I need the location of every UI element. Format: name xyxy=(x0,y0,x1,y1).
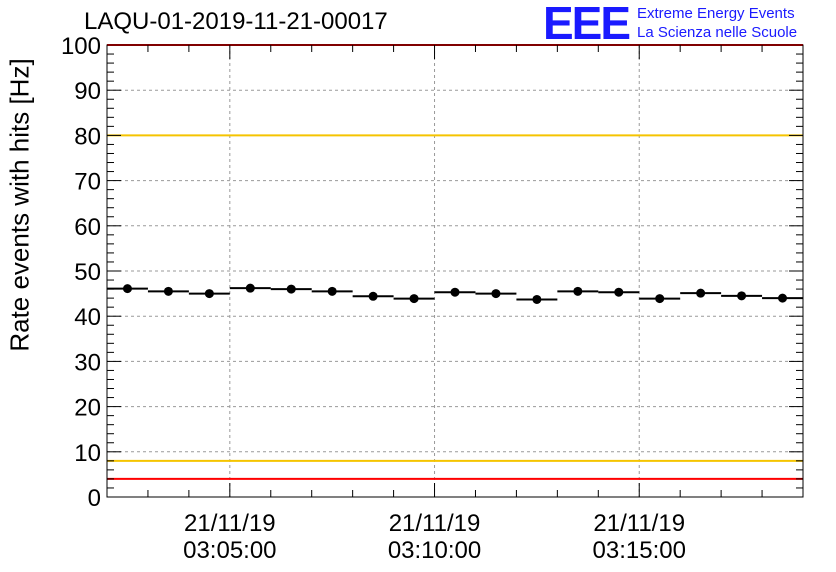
y-tick-label: 90 xyxy=(74,78,101,105)
x-tick-date-label: 21/11/19 xyxy=(593,510,685,537)
data-point xyxy=(122,284,132,294)
y-tick-label: 0 xyxy=(88,485,101,512)
data-point xyxy=(368,291,378,301)
data-point xyxy=(737,291,747,301)
data-point xyxy=(532,294,542,304)
logo-caption-line2: La Scienza nelle Scuole xyxy=(637,24,798,41)
data-point xyxy=(491,289,501,299)
x-tick-date-label: 21/11/19 xyxy=(184,510,276,537)
x-tick-time-label: 03:10:00 xyxy=(388,537,481,564)
chart-title: LAQU-01-2019-11-21-00017 xyxy=(84,8,388,35)
data-point xyxy=(245,283,255,293)
x-tick-date-label: 21/11/19 xyxy=(389,510,481,537)
data-point xyxy=(655,294,665,304)
data-point xyxy=(573,286,583,296)
data-point xyxy=(286,284,296,294)
data-point xyxy=(450,287,460,297)
y-tick-label: 20 xyxy=(74,395,101,422)
y-tick-label: 50 xyxy=(74,259,101,286)
data-point xyxy=(778,293,788,303)
eee-logo: EEE xyxy=(543,0,631,49)
x-tick-time-label: 03:15:00 xyxy=(593,537,686,564)
y-tick-label: 100 xyxy=(61,33,101,60)
y-tick-label: 80 xyxy=(74,123,101,150)
y-tick-label: 10 xyxy=(74,440,101,467)
data-point xyxy=(696,288,706,298)
data-point xyxy=(327,286,337,296)
data-point xyxy=(204,289,214,299)
data-point xyxy=(614,287,624,297)
y-tick-label: 60 xyxy=(74,214,101,241)
y-tick-label: 30 xyxy=(74,349,101,376)
y-tick-label: 70 xyxy=(74,169,101,196)
data-point xyxy=(163,286,173,296)
logo-caption: Extreme Energy Events La Scienza nelle S… xyxy=(637,4,797,42)
x-tick-time-label: 03:05:00 xyxy=(183,537,276,564)
data-point xyxy=(409,294,419,304)
logo-caption-line1: Extreme Energy Events xyxy=(637,5,795,22)
y-tick-label: 40 xyxy=(74,304,101,331)
